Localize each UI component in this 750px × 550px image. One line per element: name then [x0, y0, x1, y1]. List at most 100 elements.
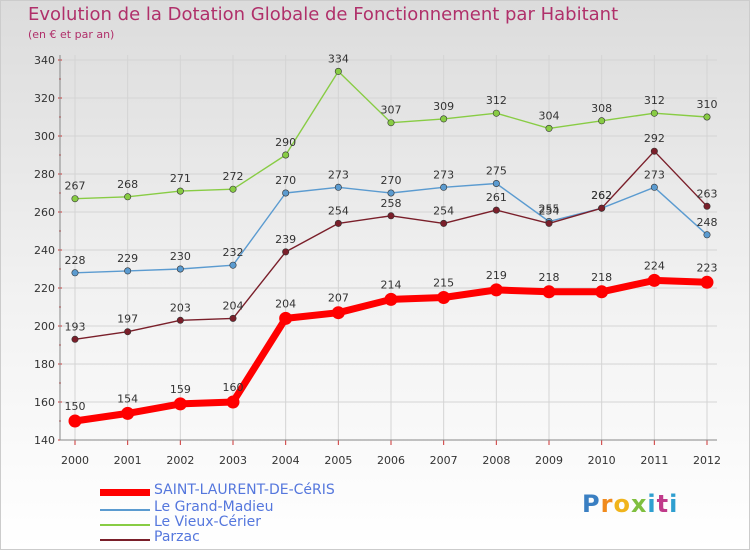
- data-point: [279, 311, 293, 325]
- data-label: 309: [433, 100, 454, 113]
- data-point: [387, 189, 395, 197]
- data-label: 271: [170, 172, 191, 185]
- data-point: [703, 113, 711, 121]
- y-tick-label: 320: [34, 92, 55, 105]
- legend-label-vieux-cerier: Le Vieux-Cérier: [154, 514, 262, 530]
- data-label: 203: [170, 301, 191, 314]
- data-label: 270: [381, 174, 402, 187]
- legend-swatch-vieux-cerier: [100, 524, 150, 526]
- data-label: 312: [486, 94, 507, 107]
- data-label: 214: [381, 278, 402, 291]
- data-label: 219: [486, 269, 507, 282]
- legend-swatch-parzac: [100, 539, 150, 541]
- data-point: [387, 212, 395, 220]
- data-label: 254: [433, 204, 454, 217]
- data-label: 272: [223, 170, 244, 183]
- data-label: 290: [275, 136, 296, 149]
- data-point: [545, 124, 553, 132]
- legend-label-saint-laurent: SAINT-LAURENT-DE-CéRIS: [154, 482, 335, 498]
- data-point: [282, 248, 290, 256]
- data-label: 292: [644, 132, 665, 145]
- data-point: [124, 328, 132, 336]
- data-label: 312: [644, 94, 665, 107]
- data-label: 308: [591, 102, 612, 115]
- data-point: [226, 395, 240, 409]
- x-tick-label: 2009: [535, 454, 563, 467]
- data-label: 230: [170, 250, 191, 263]
- data-point: [71, 269, 79, 277]
- data-label: 160: [223, 381, 244, 394]
- data-point: [598, 117, 606, 125]
- data-point: [176, 265, 184, 273]
- data-point: [650, 147, 658, 155]
- data-label: 268: [117, 178, 138, 191]
- data-point: [440, 183, 448, 191]
- data-label: 262: [591, 189, 612, 202]
- data-point: [124, 193, 132, 201]
- x-tick-label: 2002: [166, 454, 194, 467]
- data-label: 224: [644, 259, 665, 272]
- data-label: 159: [170, 383, 191, 396]
- y-tick-label: 340: [34, 54, 55, 67]
- data-point: [334, 183, 342, 191]
- y-tick-label: 180: [34, 358, 55, 371]
- data-label: 275: [486, 165, 507, 178]
- data-point: [700, 275, 714, 289]
- x-tick-label: 2007: [430, 454, 458, 467]
- data-label: 204: [223, 299, 244, 312]
- data-point: [334, 67, 342, 75]
- data-point: [71, 195, 79, 203]
- data-point: [650, 183, 658, 191]
- data-point: [647, 273, 661, 287]
- x-tick-label: 2005: [324, 454, 352, 467]
- chart-title: Evolution de la Dotation Globale de Fonc…: [28, 4, 619, 25]
- y-tick-label: 260: [34, 206, 55, 219]
- data-label: 263: [697, 187, 718, 200]
- data-point: [387, 119, 395, 127]
- data-label: 207: [328, 292, 349, 305]
- data-label: 254: [539, 204, 560, 217]
- data-label: 232: [223, 246, 244, 259]
- data-label: 273: [644, 168, 665, 181]
- data-point: [492, 206, 500, 214]
- x-tick-label: 2011: [640, 454, 668, 467]
- y-tick-label: 200: [34, 320, 55, 333]
- data-label: 261: [486, 191, 507, 204]
- data-label: 304: [539, 109, 560, 122]
- data-point: [331, 306, 345, 320]
- data-label: 258: [381, 197, 402, 210]
- x-tick-label: 2001: [114, 454, 142, 467]
- data-point: [71, 335, 79, 343]
- y-tick-label: 240: [34, 244, 55, 257]
- y-tick-label: 300: [34, 130, 55, 143]
- data-point: [121, 406, 135, 420]
- data-label: 262: [591, 189, 612, 202]
- data-point: [176, 187, 184, 195]
- data-label: 204: [275, 297, 296, 310]
- data-label: 218: [539, 271, 560, 284]
- proxiti-logo: Proxiti: [582, 490, 679, 518]
- data-point: [595, 285, 609, 299]
- data-point: [650, 109, 658, 117]
- data-label: 273: [328, 168, 349, 181]
- data-point: [176, 316, 184, 324]
- data-point: [542, 285, 556, 299]
- data-label: 218: [591, 271, 612, 284]
- y-tick-label: 220: [34, 282, 55, 295]
- data-label: 254: [328, 204, 349, 217]
- data-label: 248: [697, 216, 718, 229]
- data-label: 154: [117, 392, 138, 405]
- data-point: [282, 151, 290, 159]
- data-point: [282, 189, 290, 197]
- x-tick-label: 2000: [61, 454, 89, 467]
- x-tick-label: 2003: [219, 454, 247, 467]
- data-point: [229, 185, 237, 193]
- x-tick-label: 2008: [482, 454, 510, 467]
- data-point: [229, 261, 237, 269]
- data-point: [703, 231, 711, 239]
- data-label: 239: [275, 233, 296, 246]
- y-tick-label: 160: [34, 396, 55, 409]
- data-point: [489, 283, 503, 297]
- data-label: 334: [328, 52, 349, 65]
